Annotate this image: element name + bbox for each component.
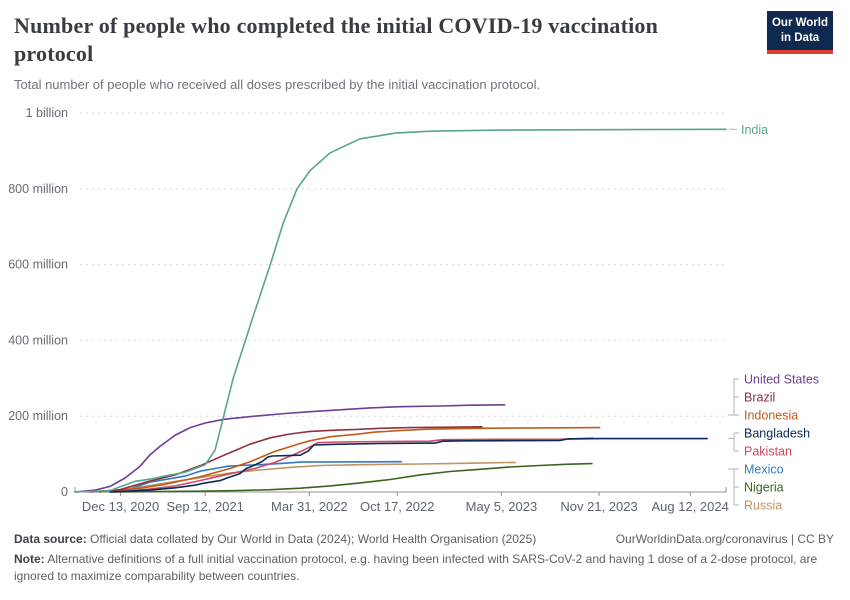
- data-source-text: Data source: Official data collated by O…: [14, 532, 537, 546]
- x-tick-label: Oct 17, 2022: [360, 499, 434, 514]
- y-tick-label: 800 million: [8, 182, 68, 196]
- note-label: Note:: [14, 552, 45, 567]
- x-tick-label: Aug 12, 2024: [652, 499, 729, 514]
- series-line-brazil[interactable]: [89, 426, 483, 493]
- chart-subtitle: Total number of people who received all …: [14, 77, 541, 93]
- owid-logo-line-1: Our World: [771, 17, 828, 29]
- owid-logo: Our World in Data: [767, 11, 833, 54]
- y-tick-label: 400 million: [8, 333, 68, 347]
- line-chart[interactable]: 0 200 million 400 million 600 million 800 mi…: [0, 93, 850, 525]
- series-line-russia[interactable]: [98, 461, 516, 493]
- chart-header: Number of people who completed the initi…: [14, 12, 750, 92]
- title-line-1: Number of people who completed the initi…: [14, 13, 659, 38]
- y-tick-label: 0: [61, 485, 68, 499]
- series-line-indonesia[interactable]: [98, 426, 601, 493]
- legend-label-united-states[interactable]: United States: [744, 373, 819, 387]
- series-line-united-states[interactable]: [74, 404, 506, 493]
- chart-footer: Data source: Official data collated by O…: [14, 531, 834, 585]
- title-line-2: protocol: [14, 41, 94, 67]
- series-line-mexico[interactable]: [98, 460, 402, 493]
- legend-label-pakistan[interactable]: Pakistan: [744, 445, 792, 459]
- x-tick-label: May 5, 2023: [466, 499, 538, 514]
- series-line-india[interactable]: [74, 128, 727, 493]
- legend-label-russia[interactable]: Russia: [744, 499, 782, 513]
- legend-label-brazil[interactable]: Brazil: [744, 391, 775, 405]
- y-tick-label: 600 million: [8, 258, 68, 272]
- owid-logo-line-2: in Data: [780, 31, 820, 44]
- legend-label-nigeria[interactable]: Nigeria: [744, 481, 784, 495]
- series-line-bangladesh[interactable]: [109, 437, 708, 493]
- series-line-pakistan[interactable]: [113, 437, 594, 493]
- y-tick-label: 1 billion: [26, 106, 68, 120]
- legend-label-indonesia[interactable]: Indonesia: [744, 409, 798, 423]
- legend-label-bangladesh[interactable]: Bangladesh: [744, 427, 810, 441]
- data-source-label: Data source:: [14, 532, 87, 546]
- legend-label-mexico[interactable]: Mexico: [744, 463, 784, 477]
- x-axis-line: [74, 487, 727, 493]
- page-title: Number of people who completed the initi…: [14, 12, 750, 68]
- x-tick-label: Sep 12, 2021: [167, 499, 244, 514]
- x-tick-label: Mar 31, 2022: [271, 499, 348, 514]
- x-tick-label: Nov 21, 2023: [560, 499, 637, 514]
- footer-note: Note: Alternative definitions of a full …: [14, 552, 818, 584]
- series-line-nigeria[interactable]: [109, 462, 593, 493]
- chart-svg: 0 200 million 400 million 600 million 800 mi…: [8, 106, 819, 514]
- x-tick-label: Dec 13, 2020: [82, 499, 159, 514]
- y-tick-label: 200 million: [8, 409, 68, 423]
- owid-link[interactable]: OurWorldinData.org/coronavirus | CC BY: [615, 532, 834, 546]
- legend-label-india[interactable]: India: [741, 123, 768, 137]
